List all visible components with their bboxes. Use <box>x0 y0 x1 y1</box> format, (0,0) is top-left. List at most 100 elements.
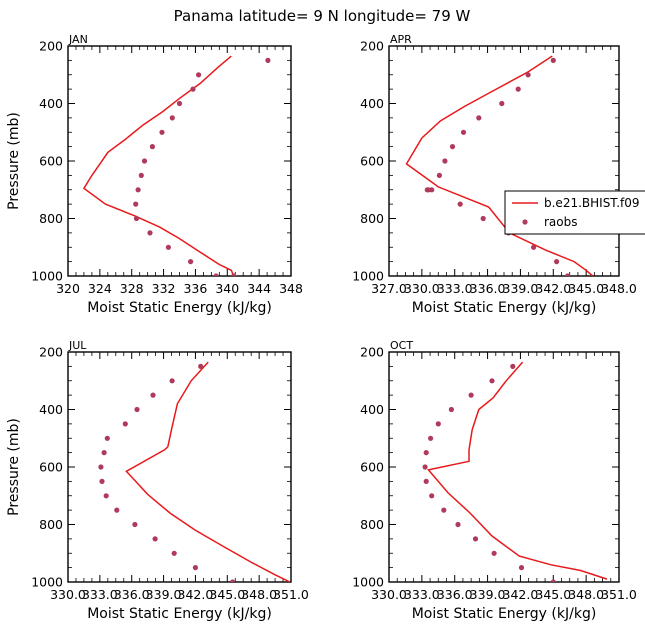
series-line-model <box>405 55 594 276</box>
plot-data <box>422 361 608 582</box>
x-tick-label: 332 <box>152 281 176 296</box>
panel-label: JAN <box>68 33 88 46</box>
y-tick-label: 400 <box>360 96 384 111</box>
raobs-point <box>442 158 448 164</box>
y-tick-label: 400 <box>360 402 384 417</box>
y-tick-label: 200 <box>360 345 384 360</box>
raobs-point <box>213 273 219 276</box>
raobs-point <box>429 493 435 499</box>
raobs-point <box>188 259 194 265</box>
y-tick-label: 400 <box>39 402 63 417</box>
raobs-point <box>499 100 505 107</box>
raobs-point <box>265 57 271 64</box>
panel-label: OCT <box>390 339 413 352</box>
raobs-point <box>165 244 171 250</box>
panels: 320 324 328 332 336 340 344 348 200 400 600 800 1000… <box>6 33 645 622</box>
raobs-point <box>525 72 531 78</box>
raobs-point <box>103 493 109 499</box>
x-tick-label: 345.0 <box>535 587 571 602</box>
series-line-model <box>125 361 291 582</box>
x-tick-label: 348.0 <box>601 281 637 296</box>
y-tick-label: 1000 <box>31 575 63 590</box>
y-tick-label: 800 <box>39 517 63 532</box>
raobs-point <box>147 230 153 236</box>
x-tick-label: 348.0 <box>568 587 604 602</box>
x-axis-label: Moist Static Energy (kJ/kg) <box>87 606 272 622</box>
legend-label-raobs: raobs <box>544 215 578 229</box>
raobs-point <box>138 172 144 178</box>
x-tick-label: 320 <box>56 281 80 296</box>
x-tick-label: 327.0 <box>371 281 407 296</box>
raobs-point <box>468 392 474 398</box>
y-tick-label: 800 <box>360 517 384 532</box>
y-tick-label: 600 <box>39 154 63 169</box>
raobs-point <box>231 273 237 276</box>
raobs-point <box>122 421 128 427</box>
raobs-point <box>99 478 105 484</box>
x-tick-label: 351.0 <box>601 587 637 602</box>
y-tick-label: 800 <box>39 211 63 226</box>
legend: b.e21.BHIST.f09 raobs <box>504 190 645 235</box>
x-tick-label: 340 <box>215 281 239 296</box>
x-tick-label: 342.0 <box>178 587 214 602</box>
x-tick-label: 342.0 <box>503 587 539 602</box>
x-tick-label: 333.0 <box>82 587 118 602</box>
raobs-point <box>141 158 148 164</box>
raobs-point <box>435 421 441 427</box>
raobs-point <box>176 100 183 107</box>
x-tick-label: 336.0 <box>437 587 473 602</box>
raobs-point <box>531 244 537 250</box>
raobs-point <box>455 521 461 528</box>
raobs-point <box>480 215 486 222</box>
chart-panel-oct: 330.0333.0336.0339.0342.0345.0348.0351.0… <box>352 339 637 622</box>
legend-box <box>504 190 645 235</box>
raobs-point <box>422 464 428 470</box>
raobs-point <box>491 550 497 556</box>
y-tick-label: 600 <box>360 154 384 169</box>
raobs-point <box>428 435 434 441</box>
x-tick-label: 330.0 <box>50 587 86 602</box>
y-tick-label: 200 <box>360 39 384 54</box>
y-tick-label: 800 <box>360 211 384 226</box>
raobs-point <box>448 406 454 413</box>
y-tick-label: 200 <box>39 39 63 54</box>
raobs-point <box>550 579 556 582</box>
raobs-point <box>101 450 107 456</box>
x-tick-label: 339.0 <box>503 281 539 296</box>
raobs-point <box>518 565 525 571</box>
raobs-point <box>423 478 429 484</box>
plot-data <box>98 361 291 582</box>
x-tick-label: 336.0 <box>470 281 506 296</box>
panel-label: APR <box>390 33 412 46</box>
legend-label-model: b.e21.BHIST.f09 <box>544 196 640 210</box>
x-tick-label: 333.0 <box>437 281 473 296</box>
plot-data <box>82 55 271 276</box>
raobs-point <box>150 392 156 398</box>
raobs-point <box>476 115 482 121</box>
y-tick-label: 1000 <box>352 575 384 590</box>
raobs-point <box>98 464 104 470</box>
panel-label: JUL <box>68 339 87 352</box>
chart-panel-apr: 327.0330.0333.0336.0339.0342.0345.0348.0… <box>352 33 645 316</box>
series-line-model <box>82 55 235 276</box>
x-axis-label: Moist Static Energy (kJ/kg) <box>412 300 597 316</box>
raobs-point <box>550 57 556 64</box>
raobs-point <box>132 521 138 528</box>
raobs-point <box>133 201 139 207</box>
y-axis-label: Pressure (mb) <box>6 112 22 210</box>
raobs-point <box>104 435 110 441</box>
x-tick-label: 328 <box>120 281 144 296</box>
x-tick-label: 351.0 <box>273 587 309 602</box>
series-line-model <box>427 361 608 580</box>
raobs-point <box>449 144 456 150</box>
raobs-point <box>489 378 495 384</box>
chart-panel-jul: 330.0333.0336.0339.0342.0345.0348.0351.0… <box>6 339 309 622</box>
x-axis-label: Moist Static Energy (kJ/kg) <box>412 606 597 622</box>
x-tick-label: 345.0 <box>209 587 245 602</box>
raobs-point <box>134 406 140 413</box>
plot-frame <box>388 45 620 277</box>
y-tick-label: 1000 <box>352 269 384 284</box>
x-tick-label: 348.0 <box>241 587 277 602</box>
raobs-point <box>114 507 120 513</box>
raobs-point <box>192 565 198 571</box>
